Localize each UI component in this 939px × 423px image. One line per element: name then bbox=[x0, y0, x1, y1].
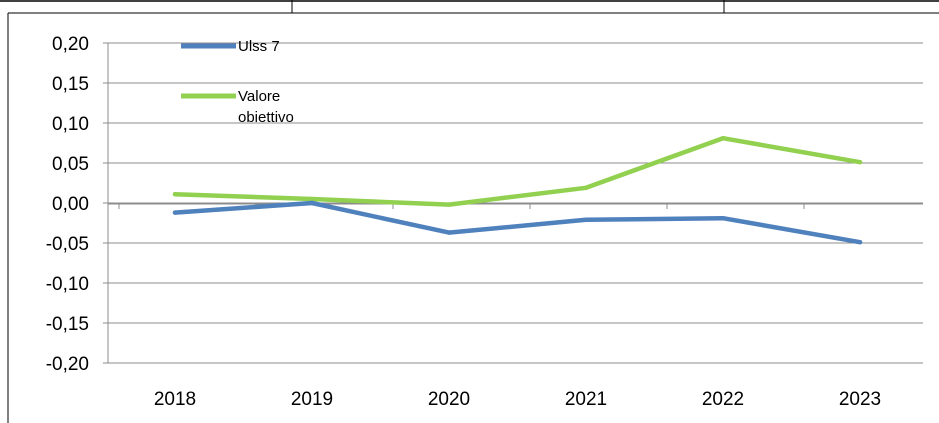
data-point bbox=[583, 217, 589, 222]
x-tick-label: 2022 bbox=[702, 389, 744, 410]
y-tick-label: 0,00 bbox=[52, 194, 89, 215]
data-point bbox=[446, 202, 452, 207]
data-point bbox=[172, 192, 178, 197]
x-tick-label: 2023 bbox=[839, 389, 881, 410]
x-axis-tick-labels: 2018 2019 2020 2021 2022 2023 bbox=[154, 389, 881, 410]
y-tick-label: 0,20 bbox=[52, 34, 89, 55]
data-point bbox=[583, 185, 589, 190]
y-tick-label: 0,15 bbox=[52, 74, 89, 95]
y-tick-label: -0,05 bbox=[46, 234, 89, 255]
series-lines bbox=[172, 135, 863, 245]
y-tick-label: -0,15 bbox=[46, 314, 89, 335]
gridlines bbox=[108, 42, 923, 364]
data-point bbox=[309, 200, 315, 206]
x-tick-label: 2019 bbox=[291, 389, 333, 410]
data-point bbox=[720, 216, 726, 221]
y-tick-label: 0,10 bbox=[52, 114, 89, 135]
data-point bbox=[720, 136, 726, 141]
data-point bbox=[857, 240, 863, 245]
y-tick-label: -0,10 bbox=[46, 274, 89, 295]
y-tick-label: -0,20 bbox=[46, 354, 89, 375]
data-point bbox=[309, 196, 315, 202]
data-point bbox=[446, 230, 452, 235]
y-tick-label: 0,05 bbox=[52, 154, 89, 175]
x-tick-label: 2021 bbox=[565, 389, 607, 410]
legend-label-valore-obiettivo: Valore obiettivo bbox=[238, 88, 294, 126]
x-tick-label: 2020 bbox=[428, 389, 470, 410]
x-tick-label: 2018 bbox=[154, 389, 196, 410]
data-point bbox=[857, 160, 863, 165]
y-axis-tick-labels: 0,20 0,15 0,10 0,05 0,00 -0,05 -0,10 -0,15 -0,20 bbox=[46, 34, 89, 375]
legend-label-ulss-7: Ulss 7 bbox=[238, 38, 280, 55]
legend-label-line: obiettivo bbox=[238, 109, 294, 126]
series-line-valore-obiettivo bbox=[172, 135, 863, 207]
data-point bbox=[172, 210, 178, 215]
legend: Ulss 7 Valore obiettivo bbox=[181, 38, 294, 126]
series-line-ulss-7 bbox=[172, 200, 863, 245]
legend-label-line: Valore bbox=[238, 88, 280, 105]
